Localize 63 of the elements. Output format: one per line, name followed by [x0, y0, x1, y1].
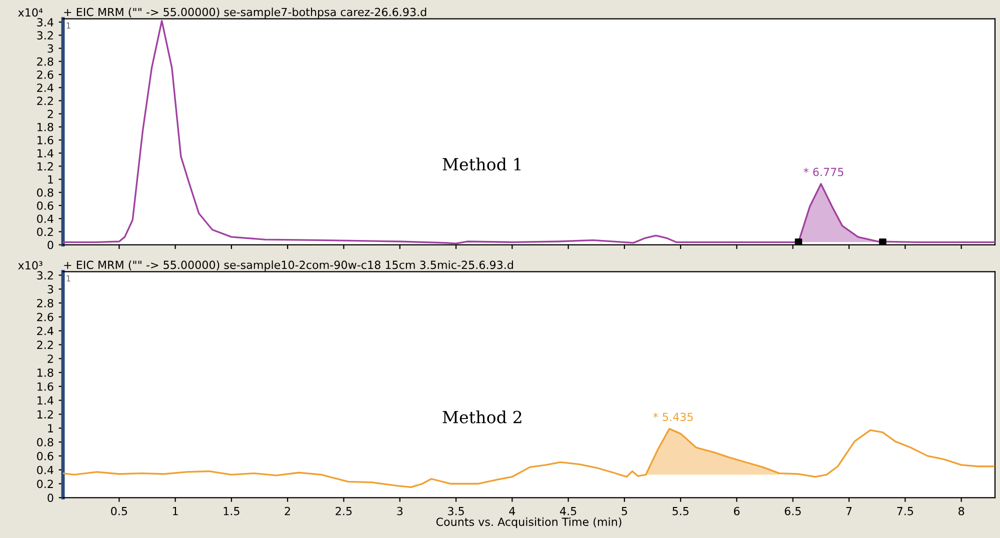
- y-tick-label: 1.4: [38, 396, 54, 405]
- y-tick-label: 3: [48, 285, 54, 294]
- x-tick-label: 3: [397, 506, 403, 516]
- y-tick-label: 1.6: [38, 136, 54, 144]
- x-tick-label: 6: [734, 506, 740, 516]
- line-series: [63, 428, 995, 488]
- annotation: Method 1: [442, 158, 521, 171]
- y-tick-label: 2.8: [37, 57, 54, 66]
- y-tick-label: 2.2: [37, 340, 53, 349]
- y-tick-label: 2.4: [37, 326, 54, 336]
- y-tick-label: 1.8: [38, 122, 54, 132]
- annotation: 1: [66, 275, 70, 282]
- y-tick-label: 0.6: [37, 452, 54, 460]
- y-axis-title: x10⁴: [18, 8, 43, 17]
- annotation: Method 2: [442, 410, 522, 424]
- annotation: * 5.435: [653, 412, 693, 422]
- y-tick-label: 2.6: [37, 70, 54, 79]
- x-tick-label: 1: [172, 507, 178, 516]
- y-tick-label: 1: [48, 175, 53, 184]
- x-tick-label: 2: [284, 506, 290, 516]
- y-tick-label: 1.8: [38, 368, 54, 377]
- y-tick-label: 2.2: [37, 96, 53, 105]
- y-tick-label: 2: [48, 110, 53, 118]
- y-axis-title: x10³: [18, 261, 42, 270]
- y-tick-label: 3.2: [37, 31, 53, 40]
- y-tick-label: 0.4: [37, 214, 54, 223]
- y-tick-label: 1: [48, 424, 53, 432]
- x-tick-label: 5: [622, 507, 628, 516]
- y-tick-label: 3.4: [37, 18, 54, 26]
- x-tick-label: 0.5: [111, 506, 128, 516]
- y-tick-label: 1.4: [38, 149, 54, 158]
- x-tick-label: 2.5: [336, 506, 352, 516]
- y-tick-label: 0: [48, 240, 54, 250]
- x-axis-title: Counts vs. Acquisition Time (min): [436, 517, 622, 528]
- x-tick-label: 7.5: [897, 507, 914, 516]
- x-tick-label: 8: [958, 506, 964, 516]
- x-tick-label: 3.5: [448, 506, 464, 516]
- y-tick-label: 0: [48, 494, 54, 502]
- x-tick-label: 4: [509, 507, 516, 516]
- y-tick-label: 3: [48, 44, 54, 53]
- annotation: * 6.775: [804, 168, 844, 176]
- y-tick-label: 2.4: [37, 84, 54, 92]
- y-tick-label: 2.6: [37, 312, 54, 322]
- x-tick-label: 1.5: [224, 507, 240, 516]
- y-tick-label: 0.8: [37, 188, 54, 197]
- y-tick-label: 0.2: [37, 228, 53, 236]
- x-tick-label: 4.5: [560, 507, 576, 516]
- chart-title: + EIC MRM ("" -> 55.00000) se-sample7-bothpsa carez-26.6.93.d: [64, 8, 426, 18]
- y-tick-label: 1.2: [38, 162, 53, 170]
- x-tick-label: 7: [846, 507, 852, 516]
- y-tick-label: 2.8: [37, 298, 54, 308]
- annotation: 1: [66, 22, 70, 29]
- x-tick-label: 6.5: [784, 506, 801, 516]
- y-tick-label: 0.6: [37, 201, 54, 210]
- y-tick-label: 0.2: [37, 480, 53, 488]
- y-tick-label: 3.2: [37, 271, 53, 280]
- y-tick-label: 1.2: [38, 410, 53, 418]
- x-tick-label: 5.5: [672, 507, 688, 516]
- y-tick-label: 0.8: [37, 438, 54, 446]
- y-tick-label: 1.6: [38, 382, 54, 391]
- y-tick-label: 2: [48, 354, 53, 363]
- y-tick-label: 0.4: [37, 466, 54, 474]
- chart-title: + EIC MRM ("" -> 55.00000) se-sample10-2com-90w-c18 15cm 3.5mic-25.6.93.d: [64, 260, 513, 272]
